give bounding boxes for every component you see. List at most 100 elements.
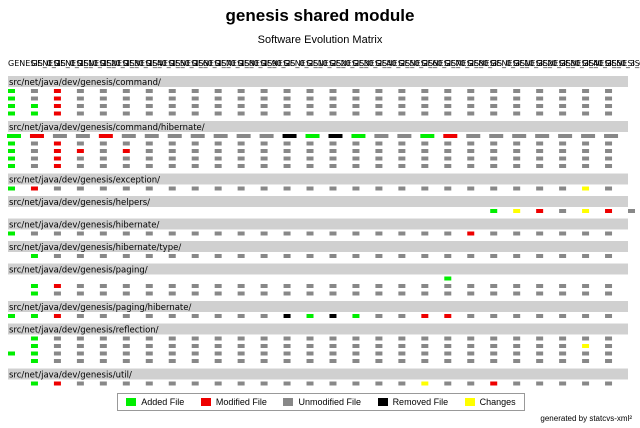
matrix-cell: [559, 149, 567, 153]
matrix-cell: [513, 89, 521, 93]
matrix-cell: [283, 231, 291, 236]
matrix-cell: [53, 231, 61, 236]
matrix-cell: [99, 344, 107, 348]
matrix-cell: [260, 141, 268, 146]
matrix-cell: [605, 314, 613, 318]
matrix-cell: [444, 104, 452, 108]
legend-item-added: Added File: [126, 397, 184, 407]
matrix-cell: [375, 254, 383, 258]
matrix-cell: [214, 351, 222, 356]
matrix-cell: [306, 164, 314, 168]
matrix-cell: [375, 284, 383, 288]
matrix-cell: [145, 186, 153, 191]
matrix-cell: [490, 291, 498, 296]
matrix-cell: [490, 359, 498, 363]
version-label: GENESIS_0_3_1: [467, 59, 529, 68]
matrix-cell: [398, 231, 406, 236]
matrix-cell: [122, 141, 130, 146]
matrix-cell: [352, 336, 360, 341]
matrix-cell: [53, 336, 61, 341]
matrix-cell: [191, 254, 199, 258]
matrix-cell: [8, 351, 15, 356]
matrix-cell: [559, 344, 567, 348]
matrix-cell: [260, 381, 268, 386]
matrix-cell: [122, 381, 130, 386]
matrix-cell: [282, 134, 297, 138]
matrix-cell: [374, 134, 389, 138]
matrix-cell: [122, 284, 130, 288]
matrix-cell: [168, 381, 176, 386]
matrix-cell: [99, 164, 107, 168]
matrix-cell: [582, 336, 590, 341]
matrix-cell: [421, 351, 429, 356]
matrix-cell: [352, 164, 360, 168]
matrix-cell: [76, 186, 84, 191]
matrix-cell: [122, 254, 130, 258]
matrix-cell: [76, 104, 84, 108]
matrix-cell: [260, 104, 268, 108]
matrix-cell: [467, 231, 475, 236]
matrix-cell: [513, 141, 521, 146]
matrix-cell: [76, 231, 84, 236]
matrix-cell: [444, 351, 452, 356]
version-label: GENESIS_0_1_8: [192, 59, 254, 68]
matrix-cell: [490, 336, 498, 341]
matrix-cell: [490, 104, 498, 108]
matrix-cell: [76, 291, 84, 296]
evolution-matrix: GENESIS_0_1GENESIS_0_1_1GENESIS_0_1_2GEN…: [7, 59, 640, 386]
legend-label-modified: Modified File: [215, 397, 267, 407]
matrix-cell: [145, 381, 153, 386]
matrix-cell: [490, 254, 498, 258]
matrix-cell: [30, 284, 38, 288]
matrix-cell: [145, 149, 153, 153]
matrix-cell: [397, 134, 412, 138]
version-label: GENESIS_0_3: [444, 59, 497, 68]
matrix-cell: [352, 186, 360, 191]
matrix-cell: [375, 314, 383, 318]
matrix-cell: [8, 314, 15, 318]
matrix-cell: [513, 284, 521, 288]
matrix-cell: [398, 314, 406, 318]
matrix-cell: [122, 186, 130, 191]
matrix-cell: [467, 96, 475, 101]
matrix-cell: [8, 141, 15, 146]
version-label: GENESIS_0_1_9: [215, 59, 277, 68]
legend-item-changes: Changes: [464, 397, 516, 407]
matrix-cell: [513, 344, 521, 348]
matrix-cell: [214, 111, 222, 116]
matrix-cell: [559, 186, 567, 191]
matrix-cell: [444, 96, 452, 101]
matrix-cell: [558, 134, 573, 138]
matrix-cell: [237, 231, 245, 236]
matrix-cell: [513, 186, 521, 191]
matrix-cell: [536, 164, 544, 168]
matrix-cell: [605, 231, 613, 236]
matrix-cell: [490, 314, 498, 318]
matrix-cell: [444, 141, 452, 146]
matrix-cell: [145, 351, 153, 356]
matrix-cell: [191, 156, 199, 161]
matrix-cell: [76, 284, 84, 288]
matrix-cell: [513, 156, 521, 161]
matrix-cell: [352, 314, 360, 318]
matrix-cell: [76, 111, 84, 116]
matrix-cell: [30, 164, 38, 168]
matrix-cell: [237, 291, 245, 296]
matrix-cell: [352, 149, 360, 153]
matrix-cell: [214, 141, 222, 146]
matrix-cell: [421, 284, 429, 288]
matrix-cell: [513, 231, 521, 236]
matrix-cell: [467, 336, 475, 341]
matrix-cell: [536, 231, 544, 236]
matrix-cell: [53, 141, 61, 146]
matrix-cell: [582, 164, 590, 168]
matrix-cell: [444, 164, 452, 168]
matrix-cell: [329, 231, 337, 236]
matrix-cell: [490, 231, 498, 236]
matrix-cell: [53, 149, 61, 153]
matrix-cell: [536, 209, 544, 213]
matrix-cell: [305, 134, 320, 138]
matrix-cell: [306, 186, 314, 191]
matrix-cell: [559, 336, 567, 341]
directory-header-bar: [8, 301, 628, 312]
